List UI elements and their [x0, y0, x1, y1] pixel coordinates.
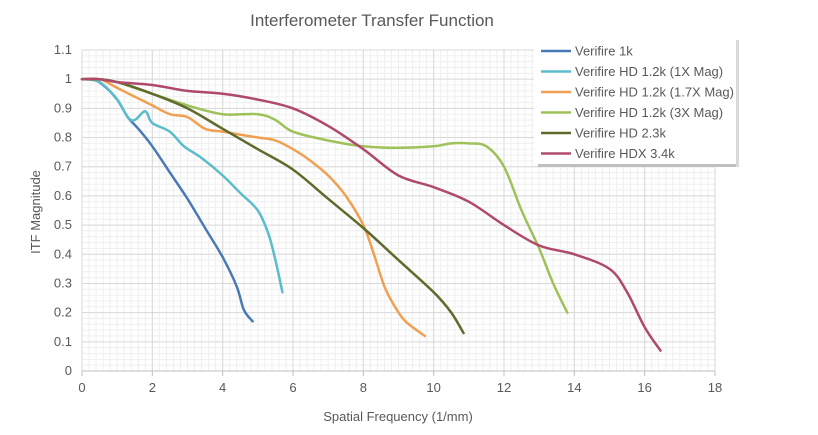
legend-shadow	[538, 164, 738, 167]
y-axis-ticks: 0 0.1 0.2 0.3 0.4 0.5 0.6 0.7 0.8 0.9 1 1.1	[54, 42, 72, 378]
y-tick-label: 0.2	[54, 305, 72, 320]
y-tick-label: 0.4	[54, 246, 72, 261]
legend-item-label: Verifire HD 1.2k (3X Mag)	[575, 105, 723, 120]
legend: Verifire 1k Verifire HD 1.2k (1X Mag) Veri…	[534, 38, 739, 167]
legend-item-label: Verifire HD 1.2k (1.7X Mag)	[575, 85, 734, 100]
legend-item-label: Verifire 1k	[575, 44, 633, 59]
x-tick-label: 18	[708, 380, 722, 395]
y-tick-label: 1.1	[54, 42, 72, 57]
x-tick-label: 0	[78, 380, 85, 395]
x-tick-label: 10	[426, 380, 440, 395]
y-tick-label: 0.1	[54, 334, 72, 349]
chart-title: Interferometer Transfer Function	[250, 11, 494, 30]
legend-item-label: Verifire HDX 3.4k	[575, 146, 675, 161]
series-line	[80, 77, 662, 352]
x-tick-label: 2	[149, 380, 156, 395]
y-tick-label: 0.9	[54, 100, 72, 115]
y-tick-label: 0.8	[54, 130, 72, 145]
series-lines	[80, 77, 662, 352]
x-tick-label: 6	[289, 380, 296, 395]
legend-shadow-side	[736, 40, 739, 167]
series-line	[80, 77, 284, 294]
y-tick-label: 0.7	[54, 159, 72, 174]
y-tick-label: 0.3	[54, 275, 72, 290]
series-line	[80, 77, 427, 338]
y-tick-label: 0	[65, 363, 72, 378]
x-axis-ticks: 0 2 4 6 8 10 12 14 16 18	[78, 370, 722, 395]
y-tick-label: 1	[65, 71, 72, 86]
x-tick-label: 12	[497, 380, 511, 395]
y-tick-label: 0.6	[54, 188, 72, 203]
legend-item-label: Verifire HD 1.2k (1X Mag)	[575, 64, 723, 79]
x-axis-title: Spatial Frequency (1/mm)	[323, 409, 473, 424]
x-tick-label: 14	[567, 380, 581, 395]
y-axis-title: ITF Magnitude	[28, 170, 43, 254]
legend-box	[534, 38, 736, 164]
y-tick-label: 0.5	[54, 217, 72, 232]
x-tick-label: 4	[219, 380, 226, 395]
x-tick-label: 8	[360, 380, 367, 395]
legend-item-label: Verifire HD 2.3k	[575, 126, 667, 141]
x-tick-label: 16	[637, 380, 651, 395]
